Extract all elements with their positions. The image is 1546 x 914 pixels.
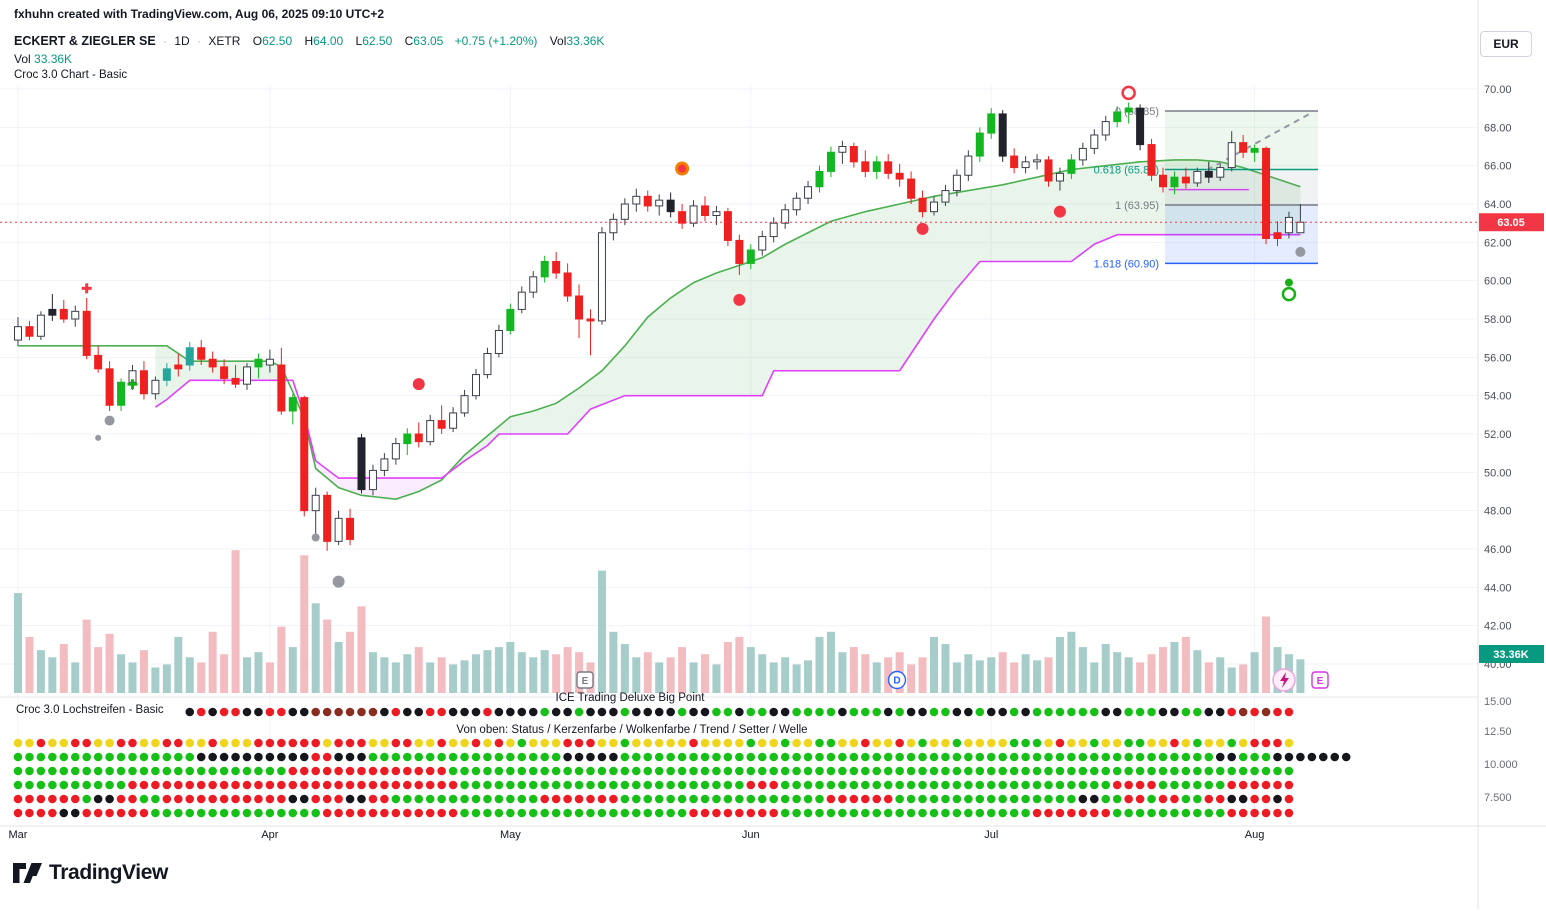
high-pair: H64.00 [304,34,343,48]
currency-button[interactable]: EUR [1480,31,1532,57]
lochstreifen-dots-layer [13,707,1351,818]
svg-text:E: E [582,676,589,687]
low-label: L [355,34,363,48]
svg-text:50.00: 50.00 [1484,467,1512,479]
svg-text:D: D [893,676,900,687]
close-pair: C63.05 [405,34,444,48]
price-axis[interactable]: 70.00 68.00 66.00 64.00 62.00 60.00 58.00 56.00… [1479,84,1544,804]
svg-text:54.00: 54.00 [1484,391,1512,403]
timeframe-label[interactable]: 1D [174,34,190,48]
svg-text:48.00: 48.00 [1484,506,1512,518]
volume-row-value: 33.36K [34,52,73,66]
close-label: C [404,34,414,48]
svg-text:62.00: 62.00 [1484,237,1512,249]
svg-text:Apr: Apr [261,829,278,841]
svg-text:33.36K: 33.36K [1493,649,1529,661]
lochstreifen-legend: Von oben: Status / Kerzenfarbe / Wolkenf… [456,724,808,736]
volume-row-label: Vol [14,52,31,66]
svg-text:May: May [500,829,521,841]
svg-text:56.00: 56.00 [1484,352,1512,364]
svg-text:68.00: 68.00 [1484,122,1512,134]
attribution-text: fxhuhn created with TradingView.com, Aug… [14,7,385,21]
svg-text:Aug: Aug [1245,829,1265,841]
low-value: 62.50 [362,34,393,48]
svg-text:Mar: Mar [9,829,28,841]
svg-text:46.00: 46.00 [1484,544,1512,556]
change-value: +0.75 (+1.20%) [454,34,538,48]
tradingview-logo-mark [13,863,42,883]
candles-layer [14,102,1305,551]
svg-text:60.00: 60.00 [1484,276,1512,288]
svg-text:63.05: 63.05 [1497,217,1525,229]
indicator-title-croc-chart[interactable]: Croc 3.0 Chart - Basic [14,69,128,81]
svg-text:70.00: 70.00 [1484,84,1512,96]
volume-layer [14,550,1305,693]
svg-text:1 (63.95): 1 (63.95) [1115,200,1159,212]
svg-text:66.00: 66.00 [1484,161,1512,173]
low-pair: L62.50 [356,34,393,48]
volume-value: 33.36K [566,34,605,48]
volume-label: Vol [549,34,567,48]
svg-text:10.000: 10.000 [1484,759,1518,771]
indicator-title-lochstreifen[interactable]: Croc 3.0 Lochstreifen - Basic [16,704,164,716]
separator-dot: · [197,34,202,48]
high-label: H [304,34,314,48]
svg-text:7.500: 7.500 [1484,792,1512,804]
fib-retracement-layer: 0 (68.85)0.618 (65.80)1 (63.95)1.618 (60… [1094,106,1318,270]
svg-text:44.00: 44.00 [1484,582,1512,594]
volume-pair: Vol33.36K [550,34,605,48]
svg-text:58.00: 58.00 [1484,314,1512,326]
svg-text:0.618 (65.80): 0.618 (65.80) [1094,165,1159,177]
symbol-legend[interactable]: ECKERT & ZIEGLER SE · 1D · XETR O62.50 H… [14,34,608,48]
close-value: 63.05 [413,34,444,48]
svg-text:Jul: Jul [984,829,998,841]
open-pair: O62.50 [253,34,292,48]
tradingview-logo[interactable]: TradingView [12,860,168,886]
svg-text:1.618 (60.90): 1.618 (60.90) [1094,258,1159,270]
svg-text:15.00: 15.00 [1484,696,1512,708]
tradingview-logo-text: TradingView [49,861,168,884]
svg-text:E: E [1317,676,1324,687]
symbol-name[interactable]: ECKERT & ZIEGLER SE [14,34,156,48]
svg-text:64.00: 64.00 [1484,199,1512,211]
signal-markers-layer [81,85,1306,588]
open-value: 62.50 [262,34,293,48]
svg-text:42.00: 42.00 [1484,621,1512,633]
exchange-label[interactable]: XETR [208,34,241,48]
indicator-title-ice[interactable]: ICE Trading Deluxe Big Point [555,692,705,704]
svg-text:12.50: 12.50 [1484,726,1512,738]
separator-dot: · [163,34,168,48]
volume-legend[interactable]: Vol 33.36K [14,52,72,66]
time-axis[interactable]: Mar Apr May Jun Jul Aug [9,829,1265,841]
high-value: 64.00 [313,34,344,48]
svg-text:52.00: 52.00 [1484,429,1512,441]
svg-text:Jun: Jun [742,829,760,841]
open-label: O [252,34,263,48]
